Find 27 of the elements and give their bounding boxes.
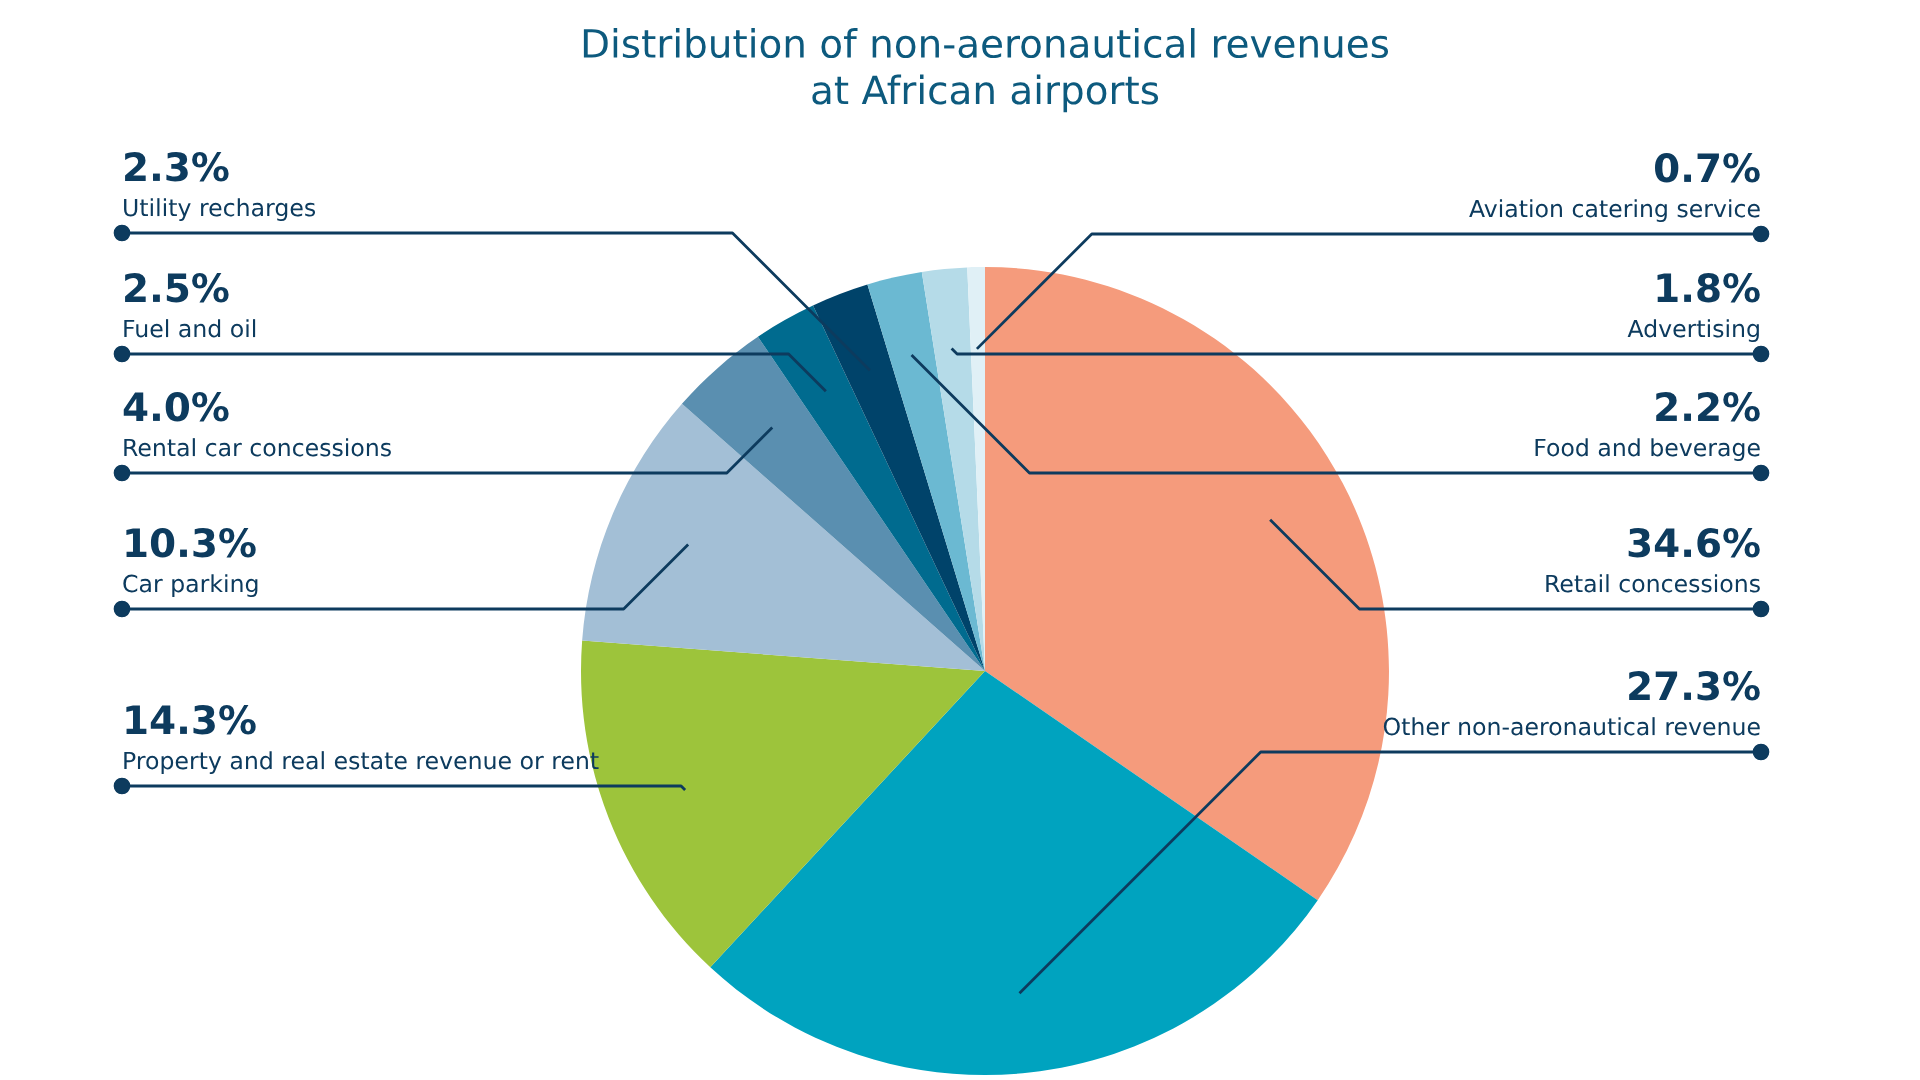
slice-label: Retail concessions — [1546, 574, 1760, 593]
data-label: 34.6% — [1628, 528, 1760, 558]
data-label: 2.3% — [125, 152, 229, 182]
data-label: 2.5% — [125, 273, 229, 303]
slice-label: Car parking — [123, 574, 258, 597]
slice-label: Aviation catering service — [1469, 199, 1760, 222]
slice-label: Utility recharges — [124, 198, 316, 221]
pie-slice — [710, 671, 1318, 1075]
slice-label: Rental car concessions — [124, 438, 391, 457]
pie-slice — [757, 305, 985, 671]
chart-title: Distribution of non-aeronautical revenues at African airports — [583, 28, 1389, 113]
slice-label: Food and beverage — [1535, 438, 1760, 461]
data-label: 0.7% — [1655, 153, 1760, 183]
pie-slice — [867, 271, 985, 671]
data-label: 4.0% — [123, 392, 229, 422]
pie-slice — [681, 336, 985, 671]
pie-slice — [921, 267, 985, 671]
slice-label: Advertising — [1627, 319, 1759, 342]
data-label: 2.2% — [1656, 392, 1760, 422]
data-label: 14.3% — [126, 705, 256, 735]
data-label: 10.3% — [126, 528, 256, 558]
pie-slice — [812, 284, 985, 671]
pie-slice — [582, 403, 985, 671]
data-label: 1.8% — [1657, 273, 1760, 303]
slice-label: Other non-aeronautical revenue — [1383, 717, 1760, 736]
slice-label: Fuel and oil — [124, 319, 256, 338]
data-label: 27.3% — [1629, 671, 1760, 701]
